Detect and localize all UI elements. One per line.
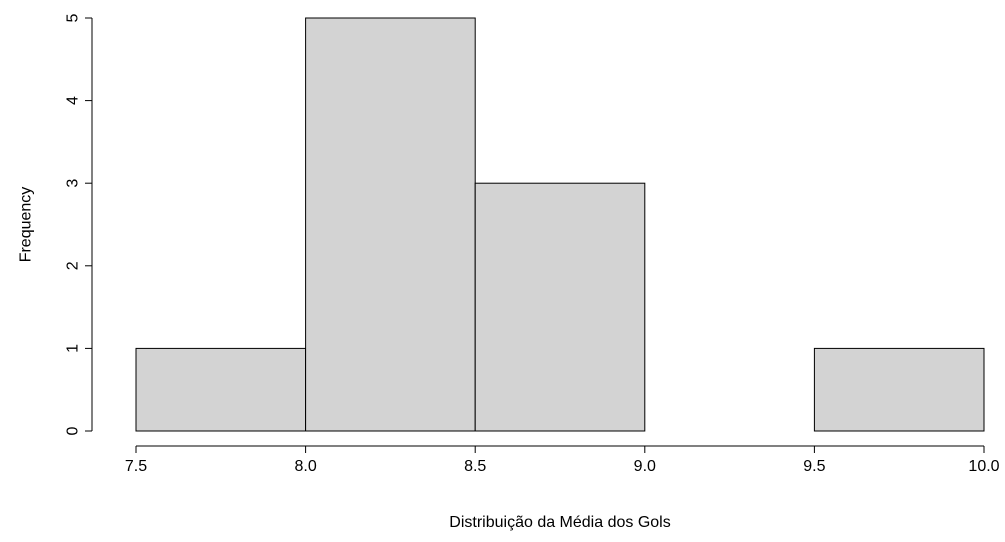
x-tick-label: 9.5 bbox=[803, 458, 825, 475]
y-tick-label: 4 bbox=[65, 96, 82, 105]
y-tick-label: 3 bbox=[65, 179, 82, 188]
x-tick-label: 8.0 bbox=[294, 458, 316, 475]
x-tick-label: 10.0 bbox=[968, 458, 999, 475]
y-axis-title: Frequency bbox=[18, 187, 35, 263]
x-axis: 7.5 8.0 8.5 9.0 9.5 10.0 bbox=[125, 445, 1000, 475]
y-tick-label: 5 bbox=[65, 13, 82, 22]
y-axis: 0 1 2 3 4 5 bbox=[65, 13, 93, 435]
x-tick-label: 8.5 bbox=[464, 458, 486, 475]
bars-layer bbox=[135, 17, 985, 432]
y-tick-label: 0 bbox=[65, 426, 82, 435]
x-tick-label: 9.0 bbox=[634, 458, 656, 475]
histogram-bar bbox=[813, 347, 985, 432]
x-axis-title: Distribuição da Média dos Gols bbox=[449, 514, 670, 531]
x-tick-label: 7.5 bbox=[125, 458, 147, 475]
histogram-bar bbox=[135, 347, 307, 432]
histogram-bar bbox=[474, 182, 646, 432]
y-tick-label: 1 bbox=[65, 344, 82, 353]
y-tick-label: 2 bbox=[65, 261, 82, 270]
histogram-bar bbox=[305, 17, 476, 432]
